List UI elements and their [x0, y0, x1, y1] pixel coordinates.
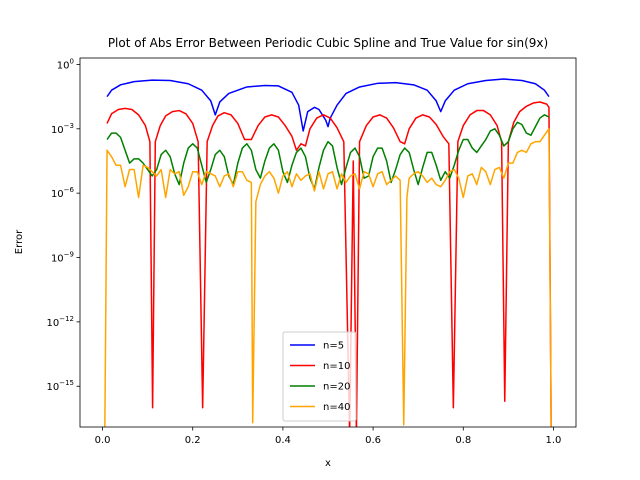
y-axis-label: Error [14, 229, 25, 254]
series-line-3 [104, 128, 552, 427]
series-layer [104, 78, 552, 427]
y-tick-label-4: 10−12 [46, 315, 74, 329]
x-axis-label: x [325, 458, 331, 469]
x-tick-label-5: 1.0 [546, 435, 562, 446]
y-tick-label-5: 10−15 [46, 379, 74, 393]
x-tick-label-3: 0.6 [365, 435, 381, 446]
series-line-1 [106, 101, 552, 427]
x-tick-label-4: 0.8 [455, 435, 471, 446]
legend-label-0: n=5 [323, 341, 344, 352]
chart-title: Plot of Abs Error Between Periodic Cubic… [108, 36, 548, 50]
y-tick-label-3: 10−9 [51, 251, 74, 265]
x-tick-label-2: 0.4 [275, 435, 291, 446]
legend-label-1: n=10 [323, 361, 350, 372]
y-tick-label-0: 100 [57, 57, 74, 71]
y-tick-label-2: 10−6 [51, 186, 75, 200]
legend: n=5 n=10 n=20 n=40 [282, 331, 357, 422]
y-axis: 100 10−3 10−6 10−9 10−12 10−15 [46, 57, 80, 393]
x-tick-label-1: 0.2 [185, 435, 201, 446]
y-tick-label-1: 10−3 [51, 122, 74, 136]
legend-label-3: n=40 [323, 402, 350, 413]
legend-frame [282, 331, 357, 422]
legend-label-2: n=20 [323, 382, 350, 393]
plot-frame [79, 57, 577, 428]
x-axis: 0.0 0.2 0.4 0.6 0.8 1.0 [95, 427, 562, 446]
x-tick-label-0: 0.0 [95, 435, 111, 446]
